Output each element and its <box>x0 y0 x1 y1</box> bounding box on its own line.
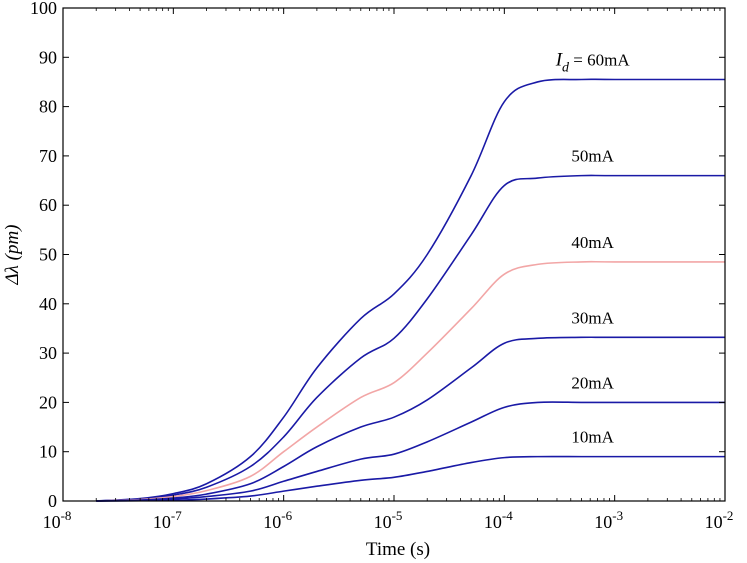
series-line-10mA <box>96 455 725 502</box>
y-tick-label: 100 <box>30 0 57 18</box>
x-tick-label: 10-6 <box>263 508 292 532</box>
y-tick-label: 0 <box>48 491 57 511</box>
series-label-10mA: 10mA <box>571 428 614 447</box>
x-tick-label: 10-7 <box>153 508 182 532</box>
x-tick-label: 10-8 <box>43 508 72 532</box>
x-tick-label: 10-2 <box>705 508 734 532</box>
ticks-layer: 0 10 20 30 40 50 60 70 80 90 100 10-8 10-7 10-6 10-5 10… <box>30 0 733 532</box>
y-tick-label: 10 <box>39 442 57 462</box>
x-tick-label: 10-3 <box>594 508 623 532</box>
plot-frame <box>62 7 726 502</box>
series-labels: Id = 60mA 50mA 40mA 30mA 20mA 10mA <box>555 49 631 446</box>
y-tick-label: 70 <box>39 146 57 166</box>
y-tick-label: 30 <box>39 343 57 363</box>
axes-layer <box>62 7 726 502</box>
x-tick-label: 10-5 <box>374 508 403 532</box>
series-line-50mA <box>96 174 725 502</box>
series-label-20mA: 20mA <box>571 373 614 392</box>
x-tick-label: 10-4 <box>484 508 513 532</box>
series-label-40mA: 40mA <box>571 233 614 252</box>
series-label-50mA: 50mA <box>571 147 614 166</box>
y-axis-label: Δλ (pm) <box>2 224 23 285</box>
y-tick-label: 50 <box>39 245 57 265</box>
y-tick-label: 90 <box>39 47 57 67</box>
series-line-60mA <box>96 78 725 502</box>
series-line-40mA <box>96 260 725 502</box>
y-tick-label: 80 <box>39 97 57 117</box>
series-line-20mA <box>96 401 725 502</box>
series-label-30mA: 30mA <box>571 308 614 327</box>
series-layer <box>96 78 725 502</box>
y-tick-label: 60 <box>39 195 57 215</box>
series-line-30mA <box>96 336 725 502</box>
y-tick-label: 20 <box>39 392 57 412</box>
x-axis-label: Time (s) <box>366 539 430 560</box>
y-tick-label: 40 <box>39 294 57 314</box>
series-label-60mA: Id = 60mA <box>555 49 631 75</box>
